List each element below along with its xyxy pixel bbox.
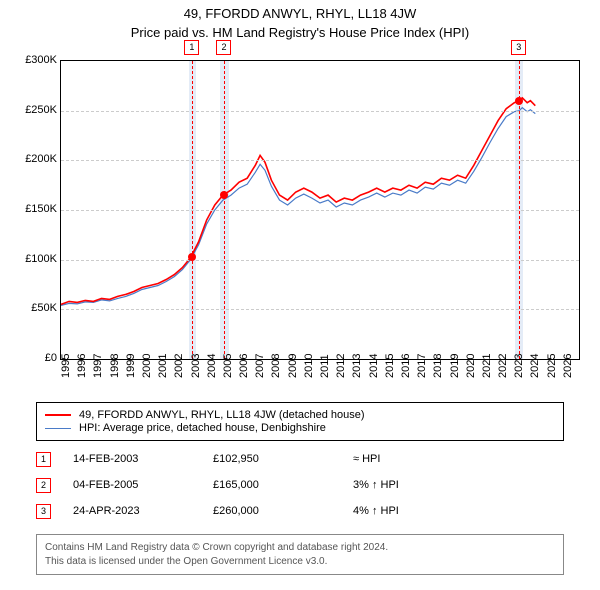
sale-point-dot xyxy=(515,97,523,105)
legend-label: 49, FFORDD ANWYL, RHYL, LL18 4JW (detach… xyxy=(79,409,365,421)
series-property xyxy=(61,98,535,305)
legend-item: HPI: Average price, detached house, Denb… xyxy=(45,422,555,434)
y-axis-label: £150K xyxy=(25,203,57,215)
y-axis-label: £100K xyxy=(25,253,57,265)
chart-subtitle: Price paid vs. HM Land Registry's House … xyxy=(0,25,600,40)
sales-row: 2 04-FEB-2005 £165,000 3% ↑ HPI xyxy=(36,472,564,498)
y-axis-label: £200K xyxy=(25,153,57,165)
attribution-line: This data is licensed under the Open Gov… xyxy=(45,555,555,569)
sale-vline xyxy=(192,61,193,359)
attribution-line: Contains HM Land Registry data © Crown c… xyxy=(45,541,555,555)
sale-point-dot xyxy=(188,253,196,261)
y-axis-label: £50K xyxy=(31,302,57,314)
chart-area: £0£50K£100K£150K£200K£250K£300K199519961… xyxy=(10,54,590,394)
sale-marker-icon: 3 xyxy=(511,40,526,55)
sale-date: 24-APR-2023 xyxy=(73,505,213,517)
legend-box: 49, FFORDD ANWYL, RHYL, LL18 4JW (detach… xyxy=(36,402,564,441)
sale-marker-icon: 1 xyxy=(184,40,199,55)
sale-marker-icon: 2 xyxy=(216,40,231,55)
plot-area xyxy=(60,60,580,360)
sales-table: 1 14-FEB-2003 £102,950 ≈ HPI 2 04-FEB-20… xyxy=(36,446,564,524)
sale-price: £260,000 xyxy=(213,505,353,517)
sale-date: 14-FEB-2003 xyxy=(73,453,213,465)
sale-marker-icon: 2 xyxy=(36,478,51,493)
sale-price: £165,000 xyxy=(213,479,353,491)
attribution-box: Contains HM Land Registry data © Crown c… xyxy=(36,534,564,575)
chart-container: 49, FFORDD ANWYL, RHYL, LL18 4JW Price p… xyxy=(0,6,600,590)
legend-label: HPI: Average price, detached house, Denb… xyxy=(79,422,326,434)
chart-title: 49, FFORDD ANWYL, RHYL, LL18 4JW xyxy=(0,6,600,21)
sale-price: £102,950 xyxy=(213,453,353,465)
sale-marker-icon: 1 xyxy=(36,452,51,467)
y-axis-label: £250K xyxy=(25,104,57,116)
sale-vs-hpi: 4% ↑ HPI xyxy=(353,505,564,517)
sale-vline xyxy=(224,61,225,359)
legend-item: 49, FFORDD ANWYL, RHYL, LL18 4JW (detach… xyxy=(45,409,555,421)
sale-vline xyxy=(519,61,520,359)
sale-vs-hpi: 3% ↑ HPI xyxy=(353,479,564,491)
x-axis-label: 2026 xyxy=(562,354,600,378)
sale-date: 04-FEB-2005 xyxy=(73,479,213,491)
sale-marker-icon: 3 xyxy=(36,504,51,519)
y-axis-label: £0 xyxy=(45,352,57,364)
series-hpi xyxy=(61,108,535,306)
legend-swatch xyxy=(45,414,71,416)
sale-vs-hpi: ≈ HPI xyxy=(353,453,564,465)
sales-row: 1 14-FEB-2003 £102,950 ≈ HPI xyxy=(36,446,564,472)
sales-row: 3 24-APR-2023 £260,000 4% ↑ HPI xyxy=(36,498,564,524)
sale-point-dot xyxy=(220,191,228,199)
y-axis-label: £300K xyxy=(25,54,57,66)
legend-swatch xyxy=(45,428,71,429)
